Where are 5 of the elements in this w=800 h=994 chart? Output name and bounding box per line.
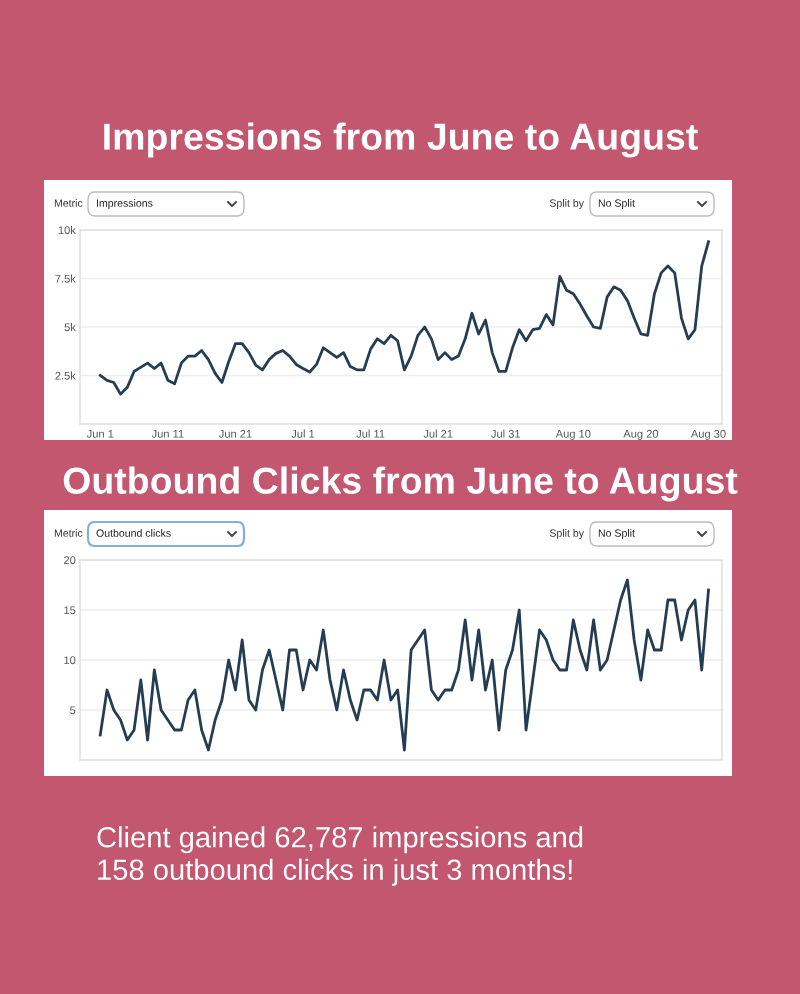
line-series	[98, 240, 710, 396]
line-series	[98, 578, 710, 752]
chart-title: Impressions from June to August	[104, 122, 698, 158]
text: Client gained 62,787 impressions and 158 outbound clicks in just 3 months!	[97, 826, 583, 886]
chart-title: Outbound Clicks from June to August	[63, 466, 738, 502]
